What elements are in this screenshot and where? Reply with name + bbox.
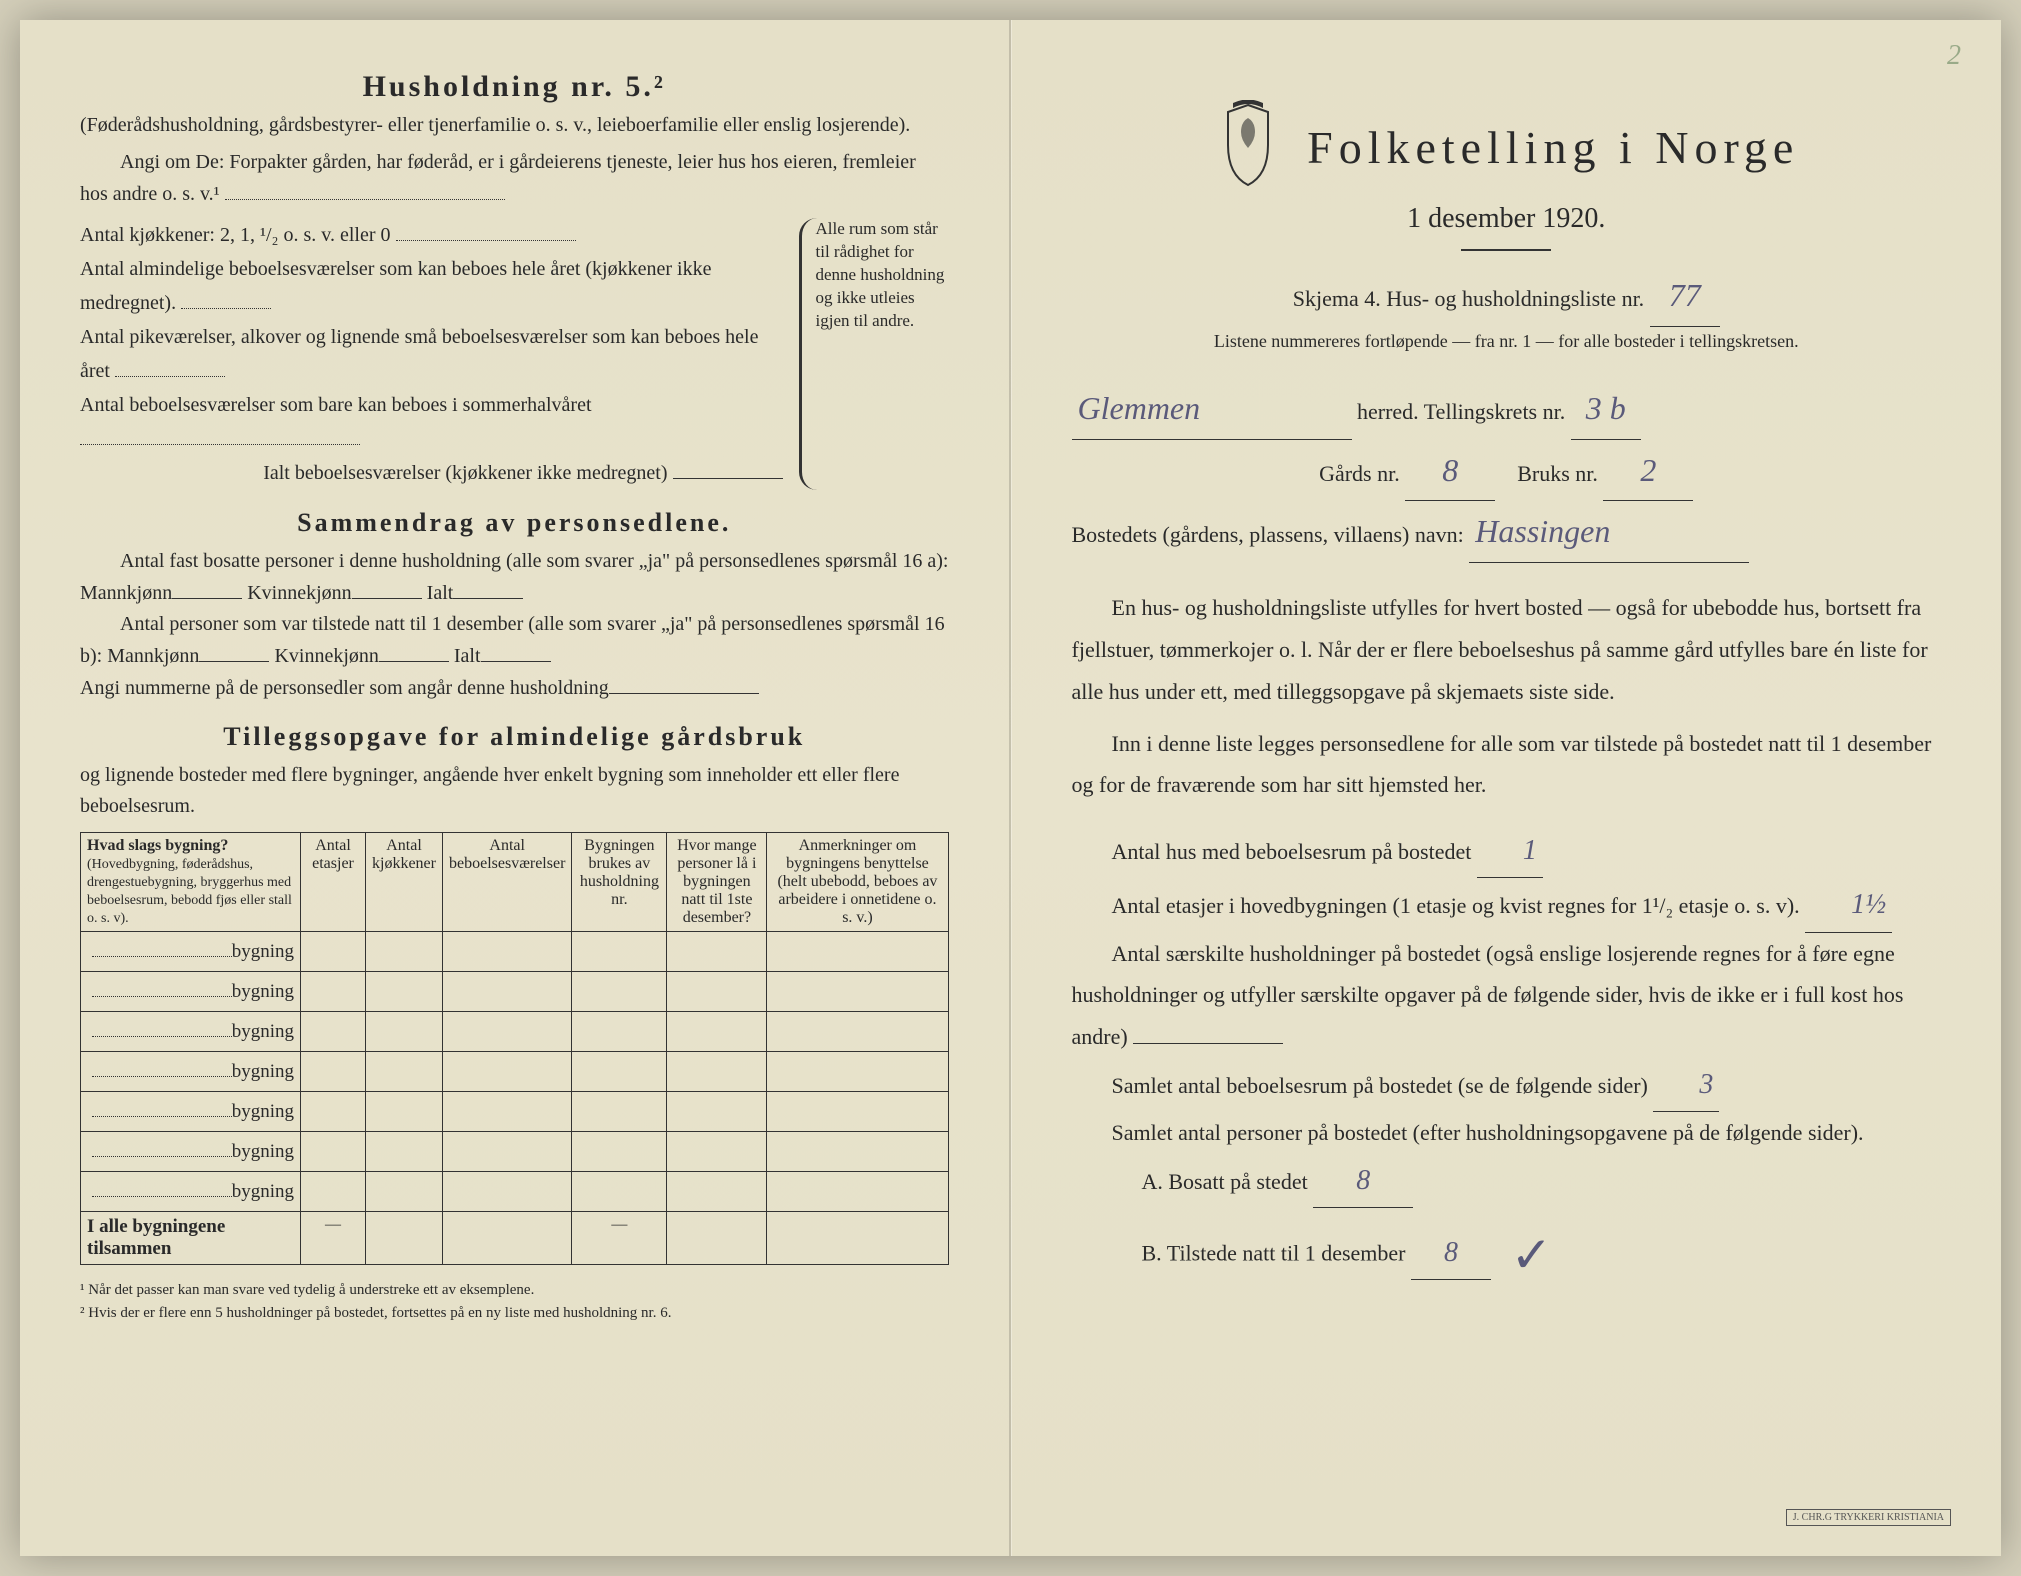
q1-val: 1	[1477, 824, 1543, 878]
q2: Antal etasjer i hovedbygningen (1 etasje…	[1072, 878, 1942, 932]
table-row: bygning	[81, 972, 949, 1012]
kitchen-block: Antal kjøkkener: 2, 1, ¹/₂ o. s. v. elle…	[80, 218, 949, 490]
right-page: 2 Folketelling i Norge 1 desember 1920. …	[1011, 20, 2002, 1556]
sammendrag-heading: Sammendrag av personsedlene.	[80, 508, 949, 538]
fn1: ¹ Når det passer kan man svare ved tydel…	[80, 1279, 949, 1302]
skjema-nr: 77	[1650, 265, 1720, 327]
gards-val: 8	[1405, 440, 1495, 502]
q2-val: 1½	[1805, 878, 1892, 932]
title-date: 1 desember 1920.	[1072, 203, 1942, 235]
table-row: bygning	[81, 1052, 949, 1092]
s1: Antal fast bosatte personer i denne hush…	[80, 546, 949, 609]
qA: A. Bosatt på stedet 8	[1142, 1154, 1942, 1208]
k3: Antal pikeværelser, alkover og lignende …	[80, 320, 793, 388]
bruks-val: 2	[1603, 440, 1693, 502]
q3: Antal særskilte husholdninger på bostede…	[1072, 933, 1942, 1058]
r-p2: Inn i denne liste legges personsedlene f…	[1072, 723, 1942, 807]
row-label: bygning	[232, 981, 294, 1002]
row-label: bygning	[232, 1181, 294, 1202]
row-label: bygning	[232, 1101, 294, 1122]
row-label: bygning	[232, 1061, 294, 1082]
th3: Antal kjøkkener	[366, 833, 443, 932]
document-spread: Husholdning nr. 5.² (Føderådshusholdning…	[20, 20, 2001, 1556]
blank-line	[225, 178, 505, 200]
title-block: Folketelling i Norge 1 desember 1920.	[1072, 100, 1942, 251]
r-p1: En hus- og husholdningsliste utfylles fo…	[1072, 587, 1942, 712]
sum-row-label: I alle bygningene tilsammen	[81, 1212, 301, 1265]
qB: B. Tilstede natt til 1 desember 8 ✓	[1142, 1208, 1942, 1303]
th2: Antal etasjer	[301, 833, 366, 932]
main-title: Folketelling i Norge	[1307, 121, 1799, 174]
title-rule	[1461, 249, 1551, 251]
qA-val: 8	[1313, 1154, 1413, 1208]
th6: Hvor mange personer lå i bygningen natt …	[667, 833, 767, 932]
table-row: bygning	[81, 1092, 949, 1132]
th5: Bygningen brukes av husholdning nr.	[572, 833, 667, 932]
herred-val: Glemmen	[1072, 378, 1352, 440]
row-label: bygning	[232, 941, 294, 962]
gards-line: Gårds nr. 8 Bruks nr. 2	[1072, 440, 1942, 502]
herred-line: Glemmen herred. Tellingskrets nr. 3 b	[1072, 378, 1942, 440]
k1: Antal kjøkkener: 2, 1, ¹/₂ o. s. v. elle…	[80, 218, 793, 252]
th1: Hvad slags bygning? (Hovedbygning, føder…	[81, 833, 301, 932]
bygning-table: Hvad slags bygning? (Hovedbygning, føder…	[80, 832, 949, 1265]
fn2: ² Hvis der er flere enn 5 husholdninger …	[80, 1302, 949, 1325]
th7: Anmerkninger om bygningens benyttelse (h…	[767, 833, 948, 932]
s3: Angi nummerne på de personsedler som ang…	[80, 672, 949, 704]
table-row: bygning	[81, 932, 949, 972]
row-label: bygning	[232, 1021, 294, 1042]
coat-of-arms-icon	[1213, 100, 1283, 195]
table-row: bygning	[81, 1132, 949, 1172]
k5: Ialt beboelsesværelser (kjøkkener ikke m…	[80, 456, 793, 490]
table-row: bygning	[81, 1172, 949, 1212]
bosted-line: Bostedets (gårdens, plassens, villaens) …	[1072, 501, 1942, 563]
listene: Listene nummereres fortløpende — fra nr.…	[1072, 331, 1942, 352]
footnotes: ¹ Når det passer kan man svare ved tydel…	[80, 1279, 949, 1324]
q4: Samlet antal beboelsesrum på bostedet (s…	[1072, 1058, 1942, 1112]
table-row: bygning	[81, 1012, 949, 1052]
left-page: Husholdning nr. 5.² (Føderådshusholdning…	[20, 20, 1011, 1556]
left-heading: Husholdning nr. 5.²	[80, 70, 949, 104]
tillegg-sub: og lignende bosteder med flere bygninger…	[80, 760, 949, 822]
q5: Samlet antal personer på bostedet (efter…	[1072, 1112, 1942, 1154]
row-label: bygning	[232, 1141, 294, 1162]
page-number: 2	[1947, 40, 1961, 72]
left-p1: (Føderådshusholdning, gårdsbestyrer- ell…	[80, 110, 949, 141]
tillegg-heading: Tilleggsopgave for almindelige gårdsbruk	[80, 722, 949, 752]
s2: Antal personer som var tilstede natt til…	[80, 609, 949, 672]
skjema-line: Skjema 4. Hus- og husholdningsliste nr. …	[1072, 265, 1942, 327]
th4: Antal beboelsesværelser	[442, 833, 571, 932]
checkmark-icon: ✓	[1511, 1208, 1553, 1303]
bosted-val: Hassingen	[1469, 501, 1749, 563]
krets-val: 3 b	[1571, 378, 1641, 440]
printer-mark: J. CHR.G TRYKKERI KRISTIANIA	[1786, 1509, 1951, 1526]
qB-val: 8	[1411, 1226, 1491, 1280]
k4: Antal beboelsesværelser som bare kan beb…	[80, 388, 793, 456]
q4-val: 3	[1653, 1058, 1719, 1112]
brace-text: Alle rum som står til rådighet for denne…	[799, 218, 949, 490]
q1: Antal hus med beboelsesrum på bostedet 1	[1072, 824, 1942, 878]
left-p2: Angi om De: Forpakter gården, har føderå…	[80, 147, 949, 210]
k2: Antal almindelige beboelsesværelser som …	[80, 252, 793, 320]
